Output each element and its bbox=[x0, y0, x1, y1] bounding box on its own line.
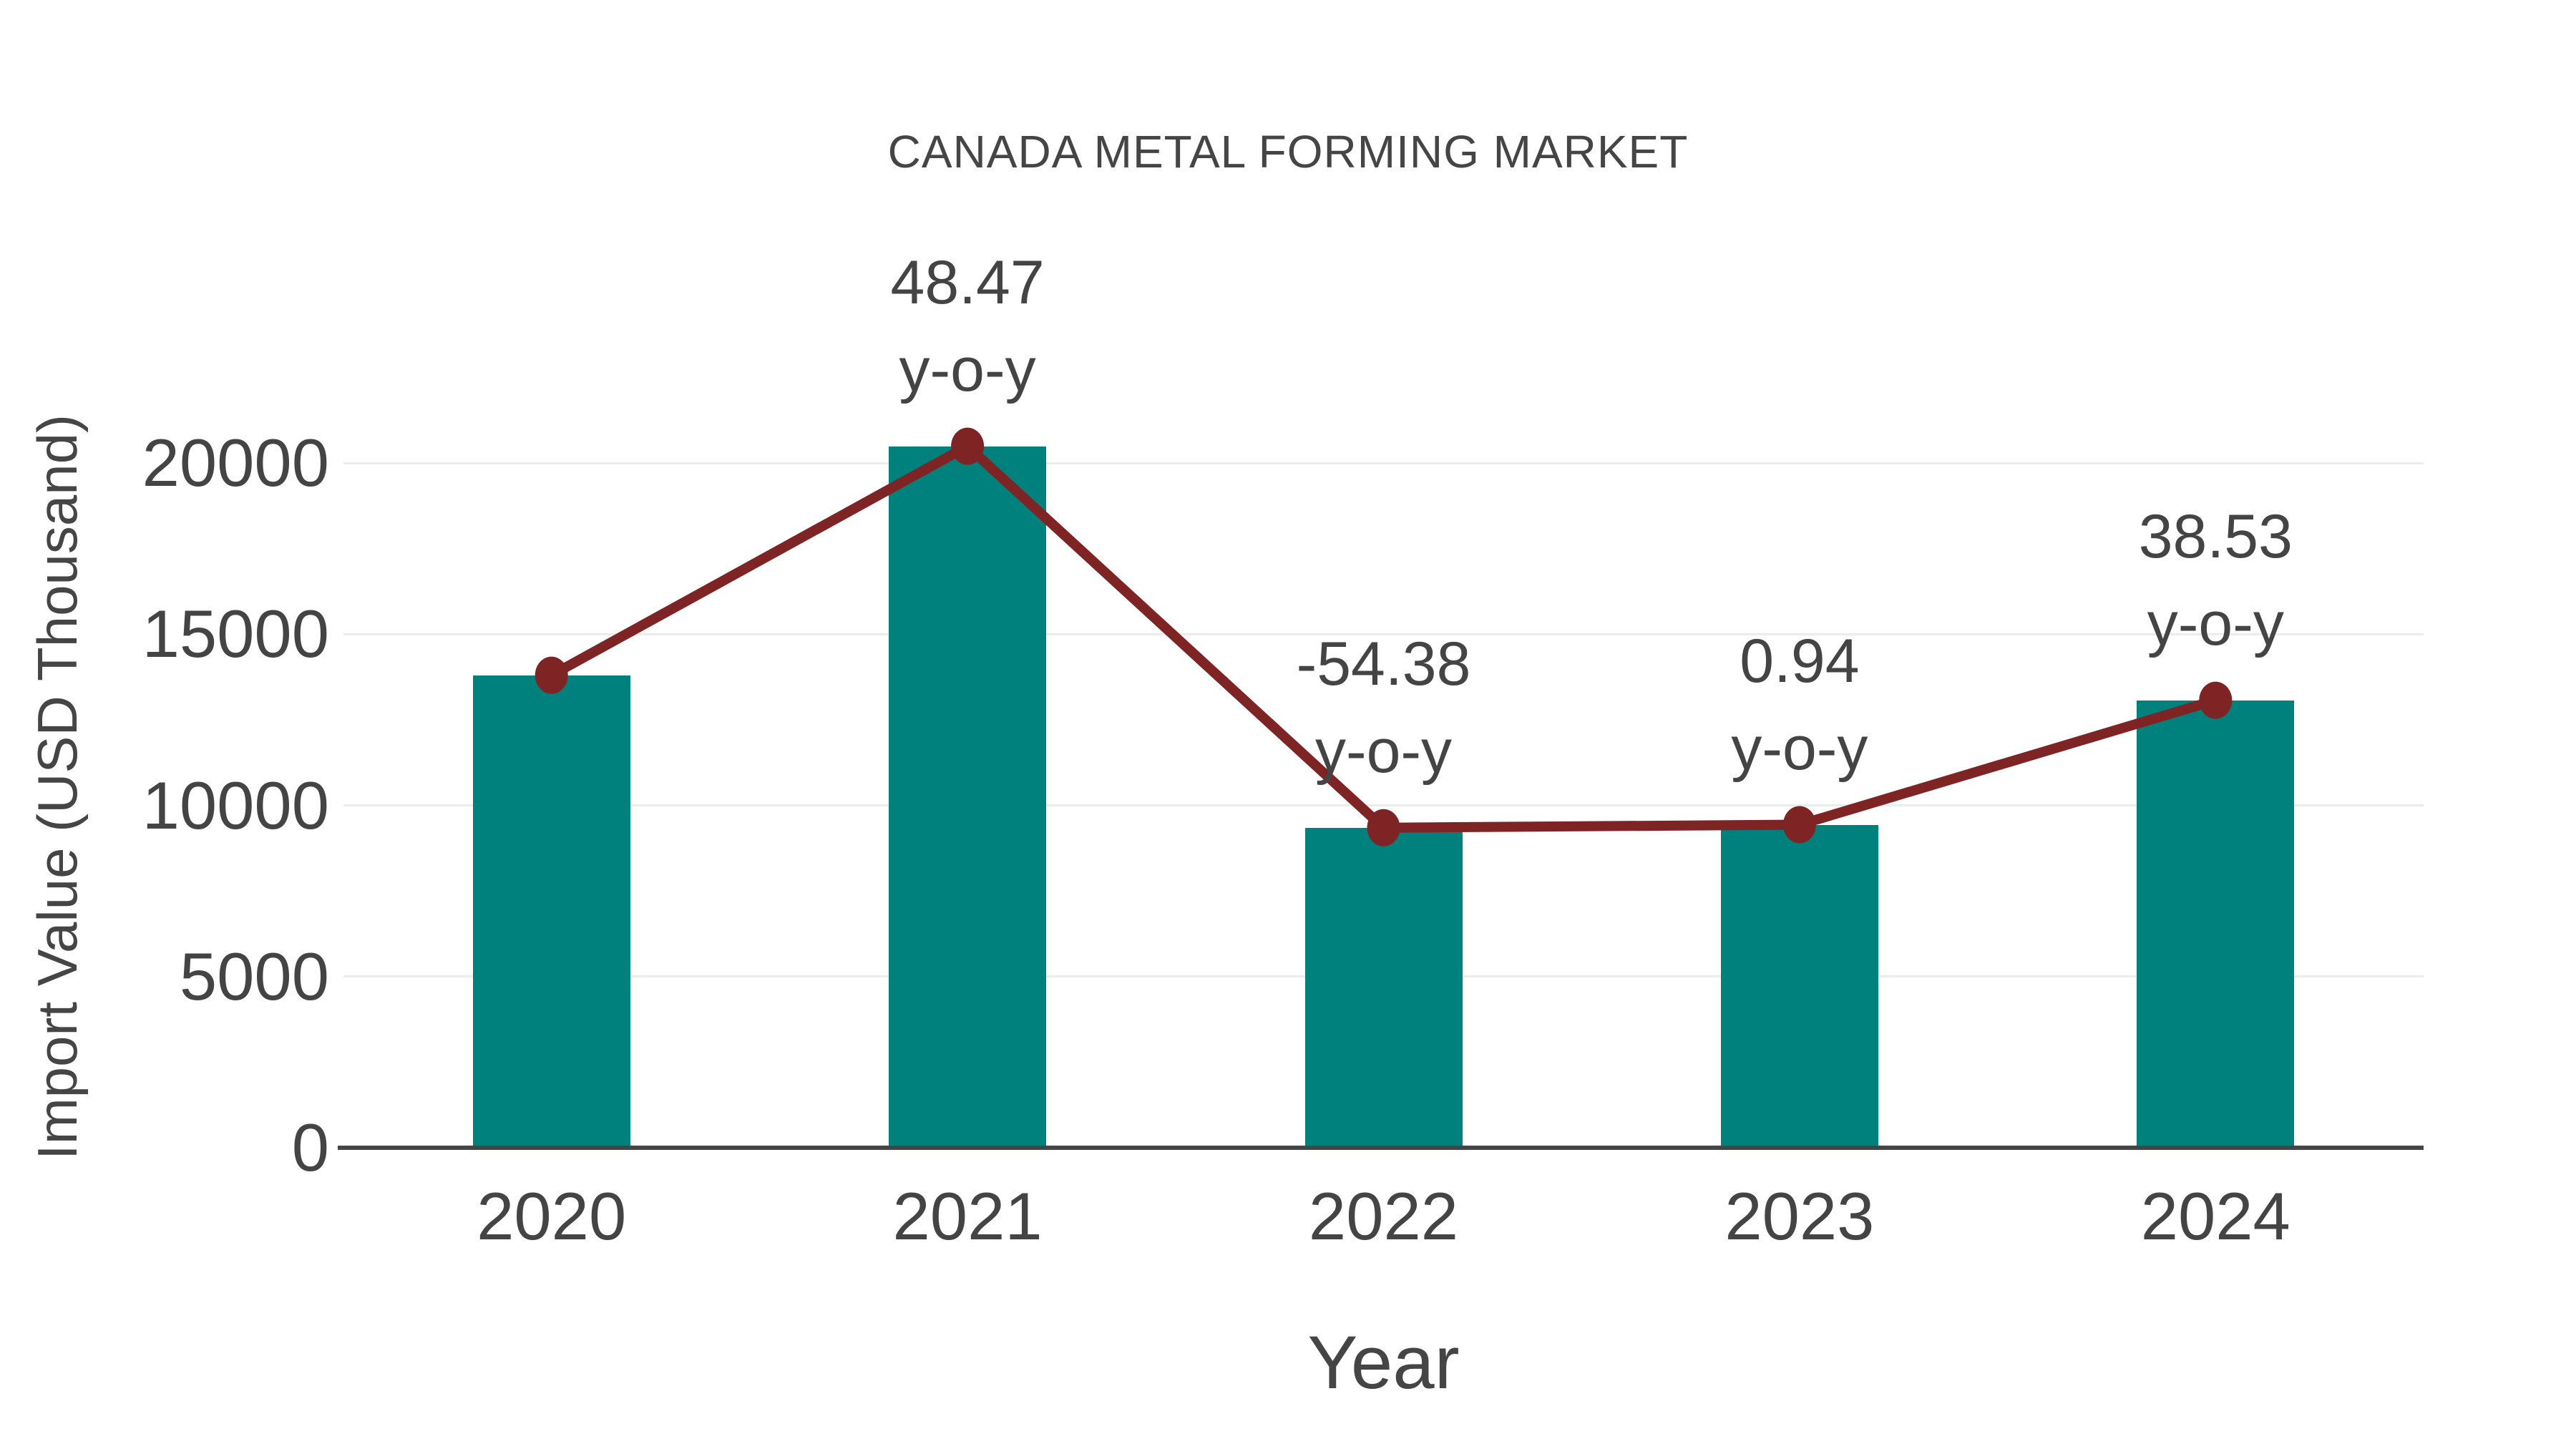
chart-title: CANADA METAL FORMING MARKET bbox=[887, 126, 1689, 177]
annotation-2022: -54.38 y-o-y bbox=[1133, 620, 1634, 795]
x-tick-label-2023: 2023 bbox=[1724, 1179, 1875, 1254]
annotation-value: 38.53 bbox=[2138, 502, 2293, 571]
annotation-2024: 38.53 y-o-y bbox=[1965, 493, 2466, 668]
y-tick-label: 15000 bbox=[142, 596, 329, 672]
y-tick-label: 10000 bbox=[142, 767, 329, 843]
data-point-marker-2021 bbox=[951, 427, 985, 465]
annotation-value: -54.38 bbox=[1296, 629, 1471, 698]
gridline bbox=[343, 804, 2424, 806]
x-tick-label-2024: 2024 bbox=[2140, 1179, 2290, 1254]
bar-2020 bbox=[472, 675, 630, 1148]
x-axis-line bbox=[338, 1146, 2424, 1150]
annotation-2021: 48.47 y-o-y bbox=[717, 239, 1218, 414]
bar-2022 bbox=[1304, 827, 1463, 1148]
bar-2021 bbox=[889, 446, 1047, 1148]
x-tick-label-2021: 2021 bbox=[892, 1179, 1043, 1254]
data-point-marker-2020 bbox=[535, 656, 568, 694]
x-axis-title: Year bbox=[1307, 1321, 1460, 1405]
bar-2024 bbox=[2137, 700, 2295, 1148]
annotation-suffix: y-o-y bbox=[2147, 589, 2284, 658]
gridline bbox=[343, 462, 2424, 464]
x-tick-label-2022: 2022 bbox=[1308, 1179, 1459, 1254]
annotation-suffix: y-o-y bbox=[1731, 713, 1868, 783]
y-tick-label: 20000 bbox=[142, 425, 329, 500]
data-point-marker-2022 bbox=[1367, 809, 1400, 847]
annotation-2023: 0.94 y-o-y bbox=[1549, 618, 2050, 792]
data-point-marker-2024 bbox=[2199, 681, 2233, 719]
data-point-marker-2023 bbox=[1782, 806, 1816, 844]
annotation-value: 48.47 bbox=[890, 248, 1045, 317]
x-tick-label-2020: 2020 bbox=[477, 1179, 627, 1254]
bar-2023 bbox=[1720, 824, 1878, 1148]
gridline bbox=[343, 633, 2424, 635]
annotation-suffix: y-o-y bbox=[899, 335, 1036, 404]
annotation-suffix: y-o-y bbox=[1314, 716, 1453, 786]
annotation-value: 0.94 bbox=[1740, 626, 1860, 696]
y-tick-label: 0 bbox=[291, 1110, 329, 1185]
y-tick-label: 5000 bbox=[179, 938, 329, 1014]
